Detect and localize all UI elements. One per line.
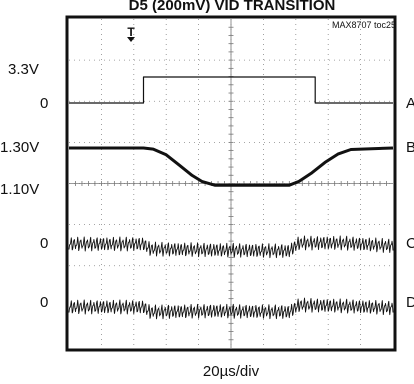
- plot-frame: [65, 15, 397, 352]
- level-label-c-zero: 0: [40, 235, 48, 252]
- trigger-marker-label: T: [127, 25, 135, 39]
- level-label-d-zero: 0: [40, 294, 48, 311]
- trace-label-d: D: [406, 294, 414, 311]
- timebase-label: 20µs/div: [203, 363, 260, 380]
- trigger-arrow-icon: [127, 37, 135, 42]
- trace-d: [68, 297, 394, 320]
- chart-title: D5 (200mV) VID TRANSITION: [129, 0, 336, 14]
- trigger-marker: T: [127, 25, 135, 42]
- level-label-a-zero: 0: [40, 95, 48, 112]
- trace-c: [68, 235, 394, 259]
- trace-label-c: C: [406, 235, 414, 252]
- figure-id: MAX8707 toc25: [332, 20, 396, 30]
- trace-b: [69, 146, 394, 187]
- traces: [68, 76, 394, 320]
- trace-a: [69, 76, 393, 104]
- level-label-1v30: 1.30V: [0, 139, 39, 156]
- level-label-3v3: 3.3V: [8, 61, 39, 78]
- trace-label-b: B: [406, 139, 414, 156]
- graticule: [69, 19, 393, 348]
- level-label-1v10: 1.10V: [0, 181, 39, 198]
- trace-label-a: A: [406, 95, 414, 112]
